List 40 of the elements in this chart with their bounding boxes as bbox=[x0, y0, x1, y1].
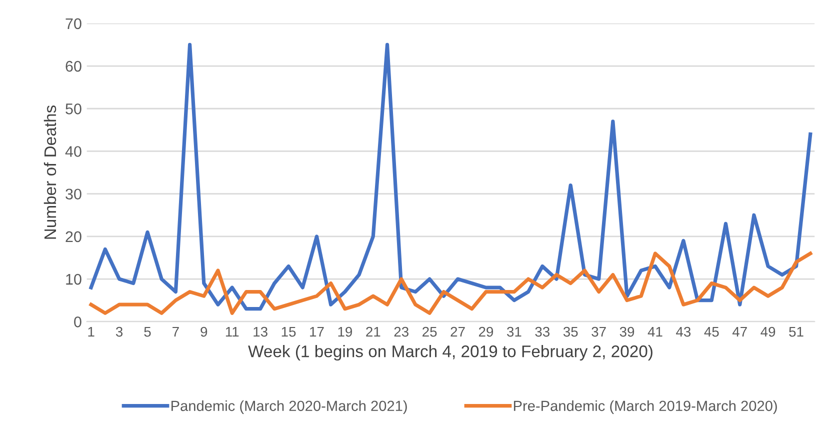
line-series bbox=[89, 42, 812, 311]
x-tick-label: 35 bbox=[563, 326, 578, 337]
y-tick-label: 60 bbox=[66, 60, 82, 72]
y-tick-label: 0 bbox=[74, 316, 82, 328]
x-tick-label: 11 bbox=[226, 327, 239, 337]
x-tick-label: 3 bbox=[116, 326, 123, 337]
x-tick-label: 49 bbox=[760, 326, 776, 337]
y-tick-label: 70 bbox=[66, 18, 82, 30]
y-tick-label: 40 bbox=[65, 146, 82, 157]
y-axis-title: Number of Deaths bbox=[44, 106, 56, 239]
x-tick-label: 21 bbox=[366, 326, 380, 337]
x-tick-label: 9 bbox=[200, 326, 208, 337]
x-axis-title: Week (1 begins on March 4, 2019 to February 2, 2020) bbox=[248, 344, 652, 361]
x-tick-label: 23 bbox=[394, 326, 408, 337]
legend-label: Pandemic (March 2020-March 2021) bbox=[171, 400, 407, 414]
x-tick-label: 13 bbox=[254, 326, 268, 337]
x-tick-label: 41 bbox=[648, 327, 662, 337]
x-tick-label: 43 bbox=[676, 326, 691, 337]
x-tick-label: 27 bbox=[450, 326, 465, 337]
y-tick-label: 10 bbox=[66, 274, 82, 285]
x-tick-label: 5 bbox=[144, 327, 151, 337]
y-tick-label: 20 bbox=[66, 231, 82, 242]
x-tick-label: 37 bbox=[592, 326, 606, 337]
x-tick-label: 15 bbox=[282, 327, 296, 337]
x-tick-label: 31 bbox=[506, 326, 522, 337]
y-tick-label: 30 bbox=[66, 188, 82, 200]
line-series bbox=[89, 252, 812, 315]
x-tick-label: 51 bbox=[789, 327, 804, 337]
x-tick-label: 29 bbox=[478, 326, 494, 337]
x-tick-label: 19 bbox=[338, 326, 352, 337]
x-tick-label: 45 bbox=[704, 327, 719, 337]
x-tick-label: 33 bbox=[535, 326, 550, 337]
x-tick-label: 7 bbox=[172, 327, 179, 337]
x-tick-label: 1 bbox=[88, 327, 94, 337]
y-tick-label: 50 bbox=[66, 104, 82, 114]
x-tick-label: 25 bbox=[422, 326, 437, 337]
x-tick-label: 47 bbox=[732, 327, 747, 337]
x-tick-label: 17 bbox=[310, 327, 324, 337]
x-tick-label: 39 bbox=[620, 326, 634, 337]
legend-label: Pre-Pandemic (March 2019-March 2020) bbox=[514, 400, 777, 414]
